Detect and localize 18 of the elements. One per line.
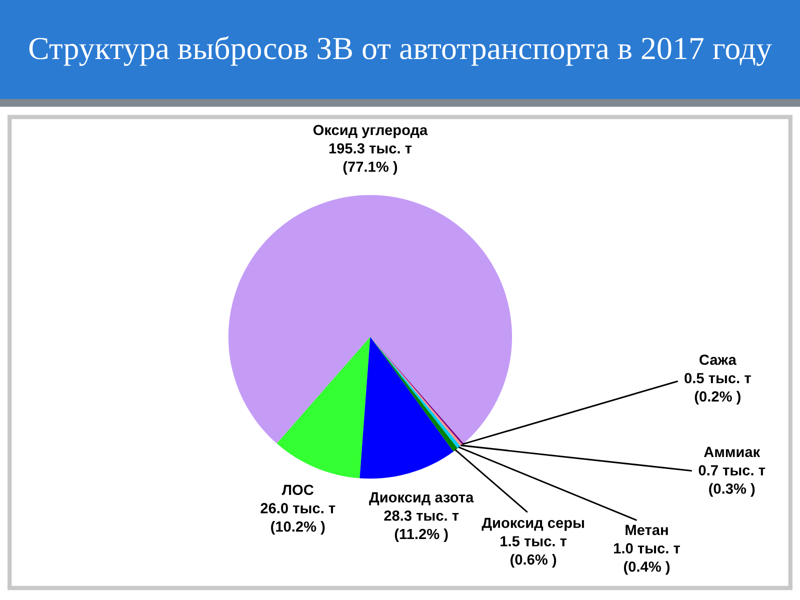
slice-label: ЛОС: [282, 484, 314, 496]
data-label: 1.0 тыс. т (0.4% ): [614, 543, 680, 575]
data-label: 0.5 тыс. т (0.2% ): [684, 372, 751, 405]
slice-label: Сажа: [700, 354, 736, 365]
data-label: 1.5 тыс. т (0.6% ): [500, 536, 567, 568]
slice-label: Диоксид серы: [482, 518, 584, 531]
pie-slice: [228, 195, 512, 444]
slice-label: Диоксид азота: [369, 492, 474, 506]
data-label: 28.3 тыс. т (11.2% ): [384, 510, 459, 542]
pie-slice: [276, 336, 370, 478]
pie-slice: [360, 336, 454, 479]
slice-label: Метан: [626, 524, 668, 536]
chart-title: Структура выбросов ЗВ от автотранспорта в 2017 году: [29, 36, 772, 66]
data-label: 195.3 тыс. т (77.1% ): [329, 143, 412, 175]
slice-label: Оксид углерода: [313, 124, 428, 138]
data-label: 26.0 тыс. т (10.2% ): [260, 503, 336, 535]
slice-label: Аммиак: [704, 446, 760, 458]
data-label: 0.7 тыс. т (0.3% ): [698, 465, 766, 497]
